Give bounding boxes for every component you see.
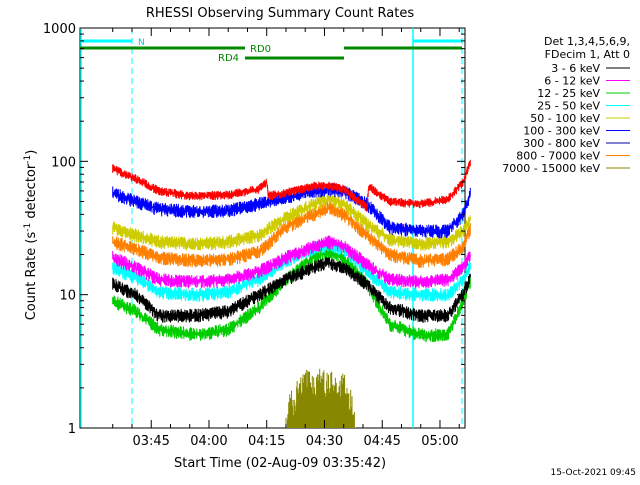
series-line (112, 256, 471, 323)
legend-entry-label: 25 - 50 keV (537, 100, 600, 113)
series-line (112, 201, 471, 268)
legend-entry-label: 7000 - 15000 keV (502, 162, 600, 175)
y-tick-label: 100 (51, 155, 76, 170)
x-tick-label: 04:00 (190, 434, 227, 449)
footer-date: 15-Oct-2021 09:45 (551, 468, 636, 478)
axis-layer: 1 10 100 1000 03:45 04:00 04:15 04:30 04:45 05:00 (43, 22, 465, 449)
y-tick-label: 10 (59, 289, 76, 304)
legend-entry-label: 100 - 300 keV (523, 125, 600, 138)
y-tick-label: 1 (68, 422, 76, 437)
rd0-flag-label: RD0 (250, 44, 271, 55)
legend-entry-label: 6 - 12 keV (544, 75, 600, 88)
y-axis-label-mid: detector (24, 163, 39, 223)
x-tick-label: 04:30 (306, 434, 343, 449)
y-axis-label: Count Rate (s-1 detector-1) (23, 150, 39, 321)
series-line (112, 238, 471, 302)
series-line (112, 193, 471, 251)
rd4-flag-label: RD4 (218, 53, 239, 64)
x-tick-label: 04:15 (248, 434, 285, 449)
y-axis-label-end: ) (24, 150, 39, 155)
series-burst (285, 368, 356, 428)
y-tick-label: 1000 (43, 22, 76, 37)
x-tick-label: 05:00 (421, 434, 458, 449)
legend-header-line-1: Det 1,3,4,5,6,9, (544, 35, 630, 48)
legend-entry-label: 800 - 7000 keV (516, 150, 600, 163)
y-axis-label-sup2: -1 (23, 155, 33, 164)
x-tick-label: 03:45 (132, 434, 169, 449)
night-flag-label: N (138, 38, 145, 48)
chart-title: RHESSI Observing Summary Count Rates (146, 6, 415, 21)
series-line (112, 183, 471, 239)
x-axis-label: Start Time (02-Aug-09 03:35:42) (174, 456, 386, 471)
x-tick-label: 04:45 (363, 434, 400, 449)
y-axis-label-sup1: -1 (23, 223, 33, 232)
series-layer (112, 159, 471, 428)
legend-entry-label: 12 - 25 keV (537, 87, 600, 100)
series-line (112, 159, 471, 212)
legend-header-line-2: FDecim 1, Att 0 (545, 48, 630, 61)
y-axis-label-main: Count Rate (s (24, 232, 39, 321)
legend-entry-label: 50 - 100 keV (530, 112, 600, 125)
series-line (112, 235, 471, 289)
legend-entry-label: 300 - 800 keV (523, 137, 600, 150)
legend-entry-label: 3 - 6 keV (551, 62, 600, 75)
